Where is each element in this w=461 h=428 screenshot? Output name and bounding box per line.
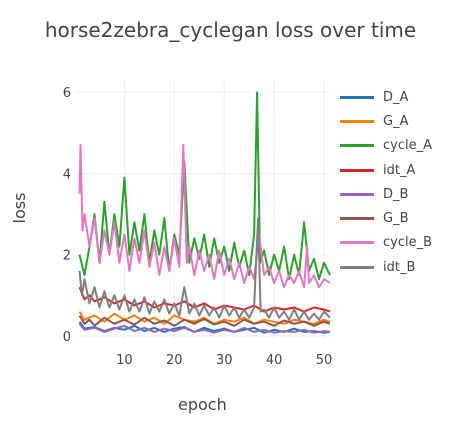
legend-swatch [340, 95, 374, 99]
series-line-idt-b [78, 217, 331, 321]
legend-item-d-b[interactable]: D_B [340, 182, 432, 206]
series-line-idt-a [78, 286, 331, 313]
legend-label: G_B [383, 211, 409, 227]
legend-item-cycle-b[interactable]: cycle_B [340, 231, 432, 255]
legend-swatch [340, 144, 374, 148]
legend-item-cycle-a[interactable]: cycle_A [340, 134, 432, 158]
legend-item-d-a[interactable]: D_A [340, 85, 432, 109]
legend-label: G_A [383, 113, 409, 129]
y-tick-label: 4 [63, 167, 71, 182]
series-line-d-b [78, 323, 331, 334]
legend-item-g-b[interactable]: G_B [340, 206, 432, 230]
y-axis-label: loss [10, 192, 29, 224]
x-tick-label: 50 [316, 353, 333, 368]
series-line-cycle-b [78, 144, 331, 289]
x-tick-label: 20 [166, 353, 183, 368]
legend-label: idt_B [383, 259, 416, 275]
x-axis-label: epoch [178, 395, 227, 414]
y-tick-label: 0 [63, 330, 71, 345]
series-line-g-a [78, 311, 331, 325]
y-tick-label: 2 [63, 249, 71, 264]
legend-label: cycle_A [383, 138, 432, 154]
legend-item-idt-b[interactable]: idt_B [340, 255, 432, 279]
series-line-g-b [78, 315, 331, 327]
x-tick-label: 40 [266, 353, 283, 368]
legend-swatch [340, 217, 374, 221]
legend-item-g-a[interactable]: G_A [340, 109, 432, 133]
series-lines [78, 91, 331, 334]
chart-title: horse2zebra_cyclegan loss over time [44, 18, 417, 42]
legend-label: D_B [383, 186, 409, 202]
legend: D_A G_A cycle_A idt_A D_B G_B cycle_B idt_B [340, 85, 432, 279]
gridlines [77, 80, 330, 340]
series-line-cycle-a [78, 91, 331, 281]
x-tick-label: 10 [116, 353, 133, 368]
legend-label: D_A [383, 89, 409, 105]
legend-label: idt_A [383, 162, 416, 178]
legend-label: cycle_B [383, 235, 433, 251]
legend-item-idt-a[interactable]: idt_A [340, 158, 432, 182]
legend-swatch [340, 192, 374, 196]
axes: 10 20 30 40 50 0 2 4 6 [63, 86, 333, 368]
x-tick-label: 30 [216, 353, 233, 368]
legend-swatch [340, 168, 374, 172]
legend-swatch [340, 119, 374, 123]
y-tick-label: 6 [63, 86, 71, 101]
legend-swatch [340, 265, 374, 269]
legend-swatch [340, 241, 374, 245]
